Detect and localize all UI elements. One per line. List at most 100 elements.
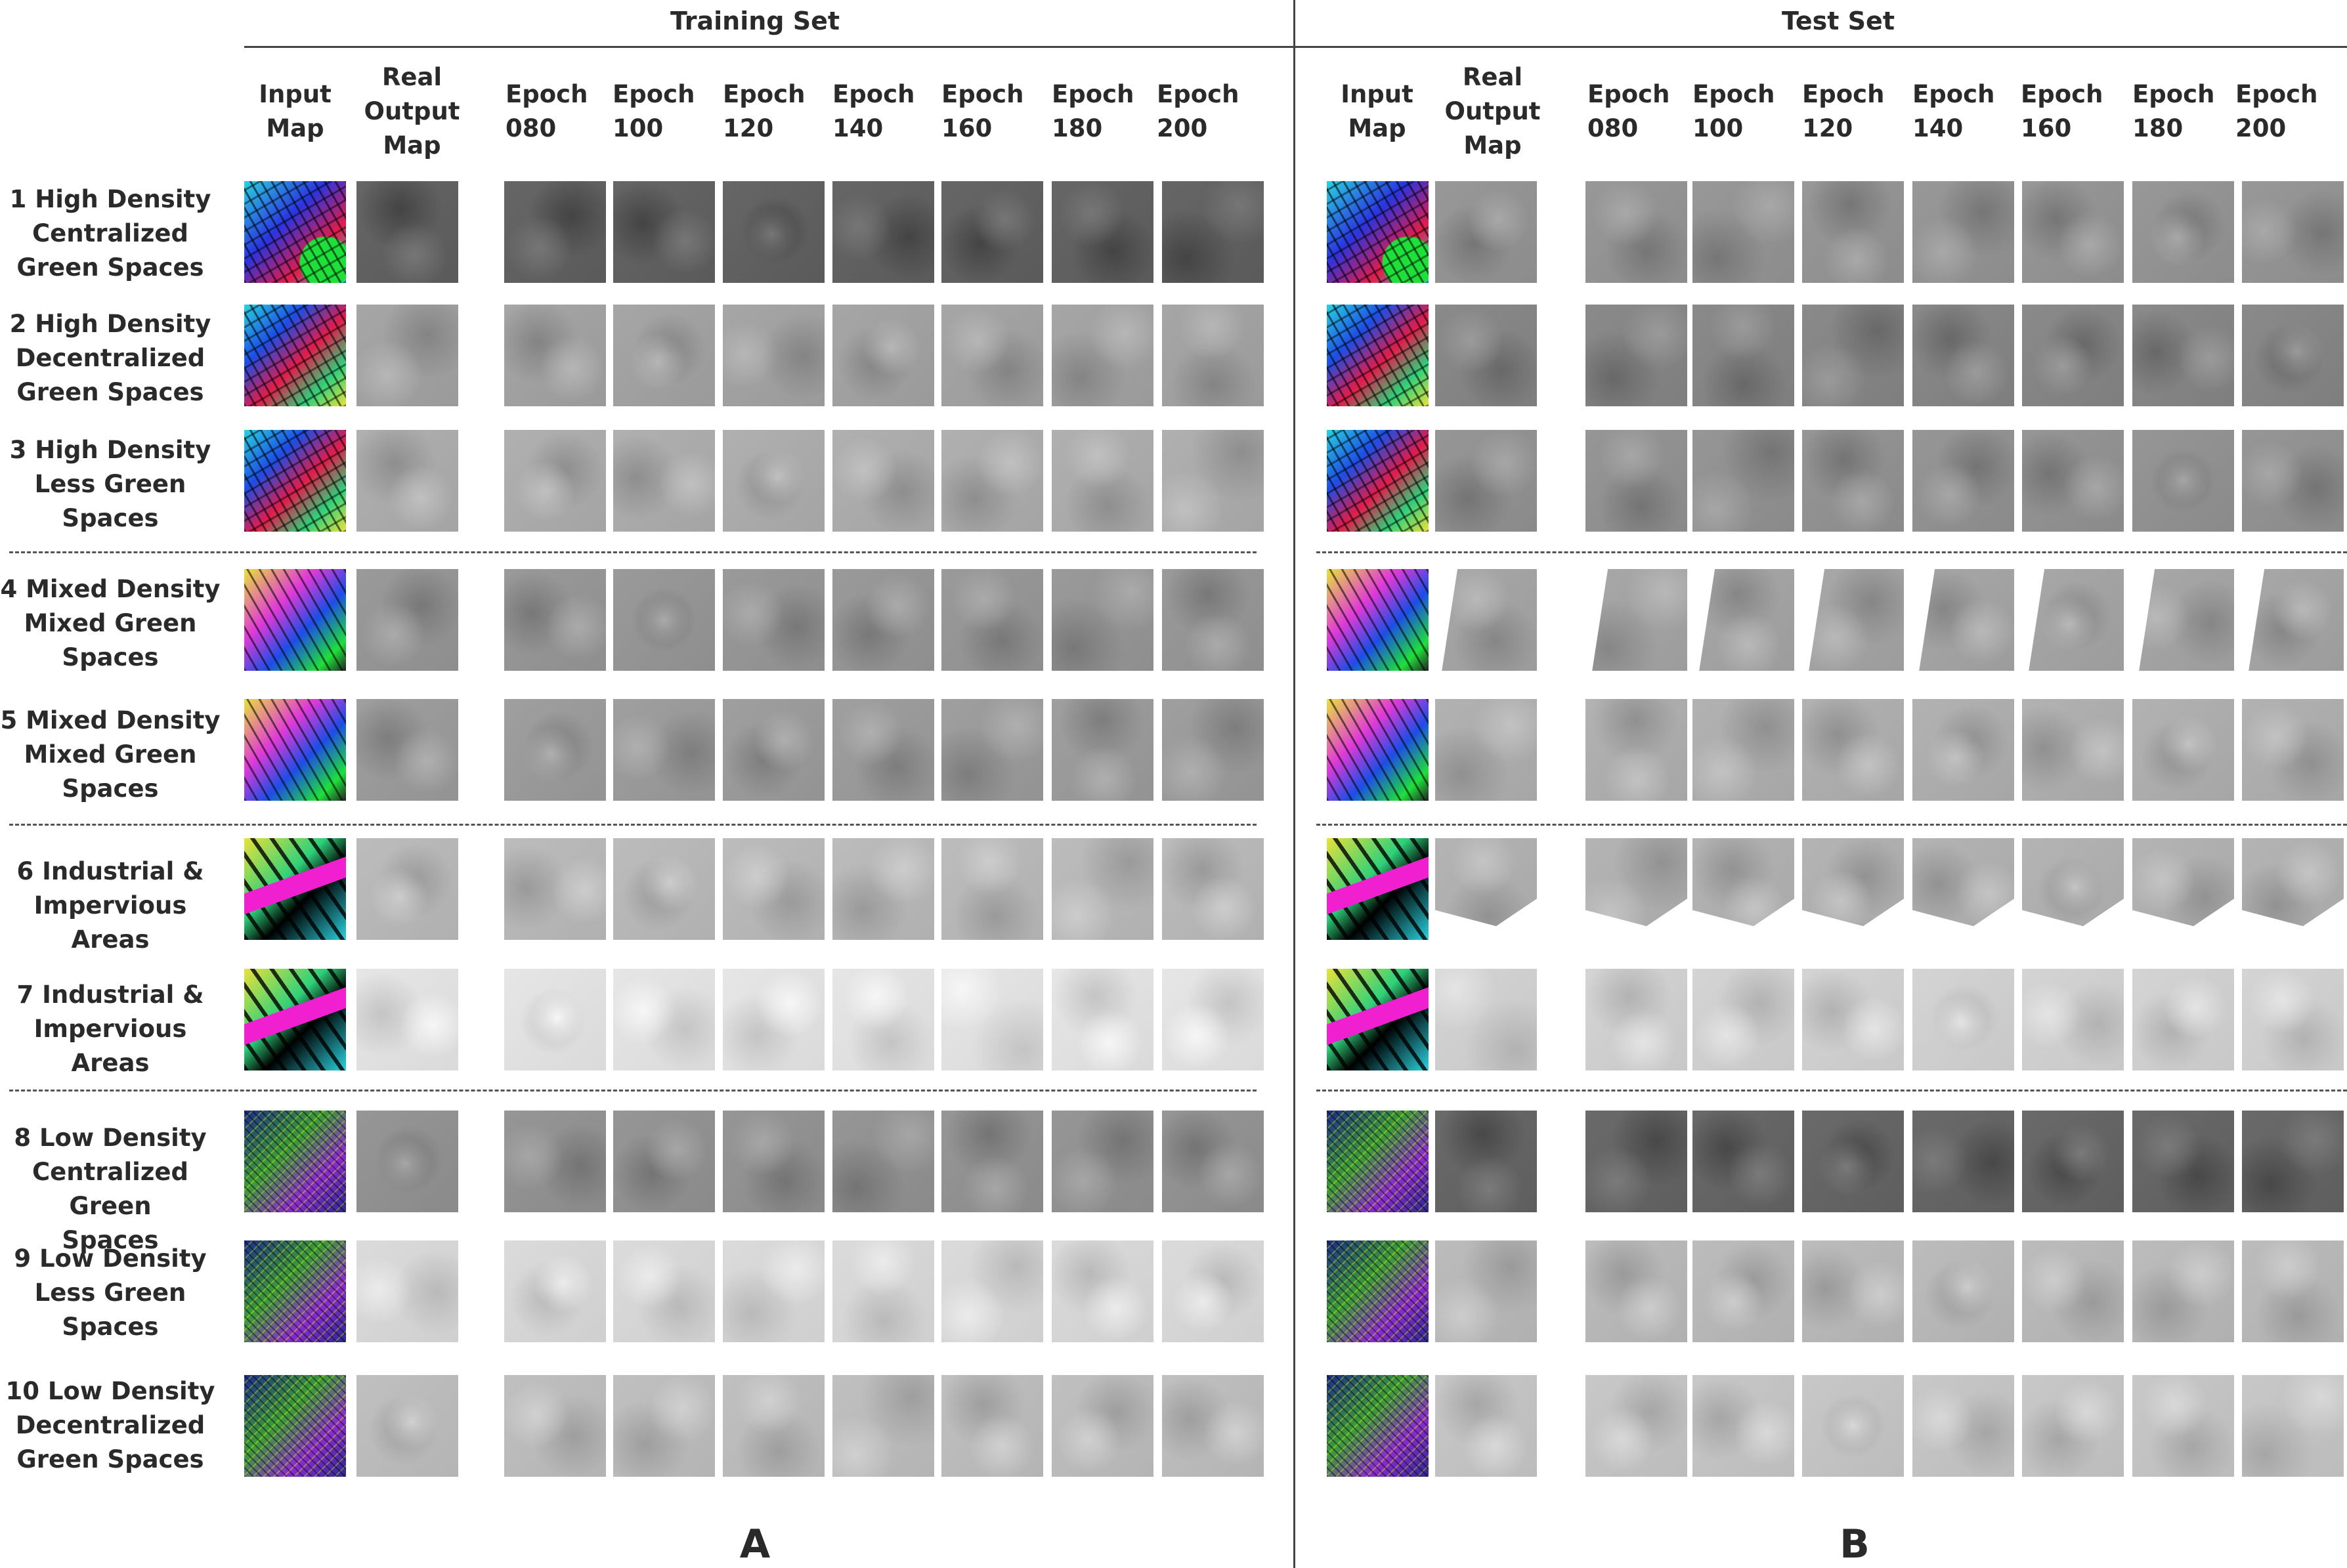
tile-mask-region	[2022, 569, 2045, 671]
test-predicted-map-tile	[2132, 1111, 2234, 1212]
test-input-map-tile	[1327, 1111, 1429, 1212]
test-predicted-map-tile	[2132, 1240, 2234, 1342]
test-predicted-map-tile	[1802, 181, 1904, 283]
test-input-map-tile	[1327, 305, 1429, 406]
test-input-map-tile	[1327, 969, 1429, 1070]
train-input-map-tile	[244, 1111, 346, 1212]
test-set-title: Test Set	[1782, 7, 1895, 35]
test-predicted-map-tile	[1802, 569, 1904, 671]
test-predicted-map-tile	[1912, 1240, 2014, 1342]
train-input-map-tile	[244, 838, 346, 940]
train-predicted-map-tile	[832, 699, 934, 801]
train-predicted-map-tile	[504, 430, 606, 532]
train-predicted-map-tile	[613, 181, 715, 283]
test-predicted-map-tile	[2022, 1375, 2124, 1477]
tile-mask-region	[2132, 569, 2155, 671]
train-predicted-map-tile	[723, 838, 825, 940]
test-predicted-map-tile	[2242, 569, 2344, 671]
col-header-epoch-120-test: Epoch 120	[1802, 80, 1885, 142]
test-input-map-tile	[1327, 1375, 1429, 1477]
test-real-output-map-tile	[1435, 181, 1537, 283]
train-predicted-map-tile	[1162, 305, 1264, 406]
test-predicted-map-tile	[1692, 699, 1794, 801]
section-divider	[1293, 0, 1295, 1568]
col-header-epoch-080-test: Epoch 080	[1587, 80, 1670, 142]
test-predicted-map-tile	[1802, 1240, 1904, 1342]
train-input-map-tile	[244, 1375, 346, 1477]
test-predicted-map-tile	[2242, 1111, 2344, 1212]
test-predicted-map-tile	[1692, 305, 1794, 406]
test-predicted-map-tile	[1585, 430, 1687, 532]
test-real-output-map-tile	[1435, 305, 1537, 406]
train-input-map-tile	[244, 181, 346, 283]
train-predicted-map-tile	[723, 430, 825, 532]
test-predicted-map-tile	[2242, 1375, 2344, 1477]
test-predicted-map-tile	[1912, 699, 2014, 801]
test-predicted-map-tile	[1912, 1375, 2014, 1477]
train-predicted-map-tile	[723, 1375, 825, 1477]
test-predicted-map-tile	[1912, 305, 2014, 406]
test-predicted-map-tile	[2242, 699, 2344, 801]
train-predicted-map-tile	[941, 181, 1043, 283]
train-input-map-tile	[244, 699, 346, 801]
train-input-map-tile	[244, 1240, 346, 1342]
train-predicted-map-tile	[504, 569, 606, 671]
train-predicted-map-tile	[1162, 838, 1264, 940]
tile-mask-region	[2242, 899, 2344, 940]
test-predicted-map-tile	[2132, 699, 2234, 801]
row-label-9: 9 Low Density Less Green Spaces	[14, 1244, 207, 1341]
test-input-map-tile	[1327, 838, 1429, 940]
train-input-map-tile	[244, 305, 346, 406]
col-header-epoch-180-test: Epoch 180	[2132, 80, 2215, 142]
test-predicted-map-tile	[1692, 969, 1794, 1070]
train-predicted-map-tile	[613, 838, 715, 940]
test-real-output-map-tile	[1435, 569, 1537, 671]
train-predicted-map-tile	[941, 569, 1043, 671]
test-predicted-map-tile	[1692, 1375, 1794, 1477]
test-predicted-map-tile	[2132, 1375, 2234, 1477]
train-predicted-map-tile	[1052, 569, 1153, 671]
train-predicted-map-tile	[1162, 699, 1264, 801]
col-header-epoch-100-test: Epoch 100	[1692, 80, 1775, 142]
test-predicted-map-tile	[1912, 969, 2014, 1070]
train-real-output-map-tile	[356, 1111, 458, 1212]
group-separator	[1316, 1090, 2347, 1091]
test-predicted-map-tile	[1912, 1111, 2014, 1212]
train-predicted-map-tile	[504, 838, 606, 940]
test-predicted-map-tile	[1585, 1375, 1687, 1477]
test-predicted-map-tile	[1585, 838, 1687, 940]
row-label-2: 2 High Density Decentralized Green Space…	[9, 310, 211, 406]
train-predicted-map-tile	[723, 305, 825, 406]
train-input-map-tile	[244, 430, 346, 532]
group-separator	[9, 1090, 1257, 1091]
train-predicted-map-tile	[941, 305, 1043, 406]
train-predicted-map-tile	[832, 1240, 934, 1342]
train-predicted-map-tile	[1162, 1240, 1264, 1342]
test-predicted-map-tile	[2132, 430, 2234, 532]
row-label-7: 7 Industrial & Impervious Areas	[16, 981, 204, 1077]
train-predicted-map-tile	[723, 181, 825, 283]
group-separator	[1316, 824, 2347, 826]
train-predicted-map-tile	[613, 1240, 715, 1342]
train-predicted-map-tile	[613, 969, 715, 1070]
train-predicted-map-tile	[723, 1240, 825, 1342]
train-predicted-map-tile	[504, 181, 606, 283]
tile-mask-region	[1692, 899, 1794, 940]
test-predicted-map-tile	[1802, 838, 1904, 940]
test-real-output-map-tile	[1435, 699, 1537, 801]
train-predicted-map-tile	[1162, 430, 1264, 532]
test-predicted-map-tile	[1692, 1111, 1794, 1212]
test-predicted-map-tile	[2132, 305, 2234, 406]
train-predicted-map-tile	[1052, 969, 1153, 1070]
tile-mask-region	[1802, 899, 1904, 940]
train-predicted-map-tile	[941, 1240, 1043, 1342]
train-predicted-map-tile	[1052, 430, 1153, 532]
col-header-real-test: Real Output Map	[1444, 63, 1541, 159]
train-predicted-map-tile	[832, 569, 934, 671]
train-predicted-map-tile	[504, 969, 606, 1070]
test-predicted-map-tile	[1912, 838, 2014, 940]
test-predicted-map-tile	[2022, 838, 2124, 940]
group-separator	[9, 551, 1257, 553]
test-predicted-map-tile	[2132, 569, 2234, 671]
test-predicted-map-tile	[1585, 569, 1687, 671]
